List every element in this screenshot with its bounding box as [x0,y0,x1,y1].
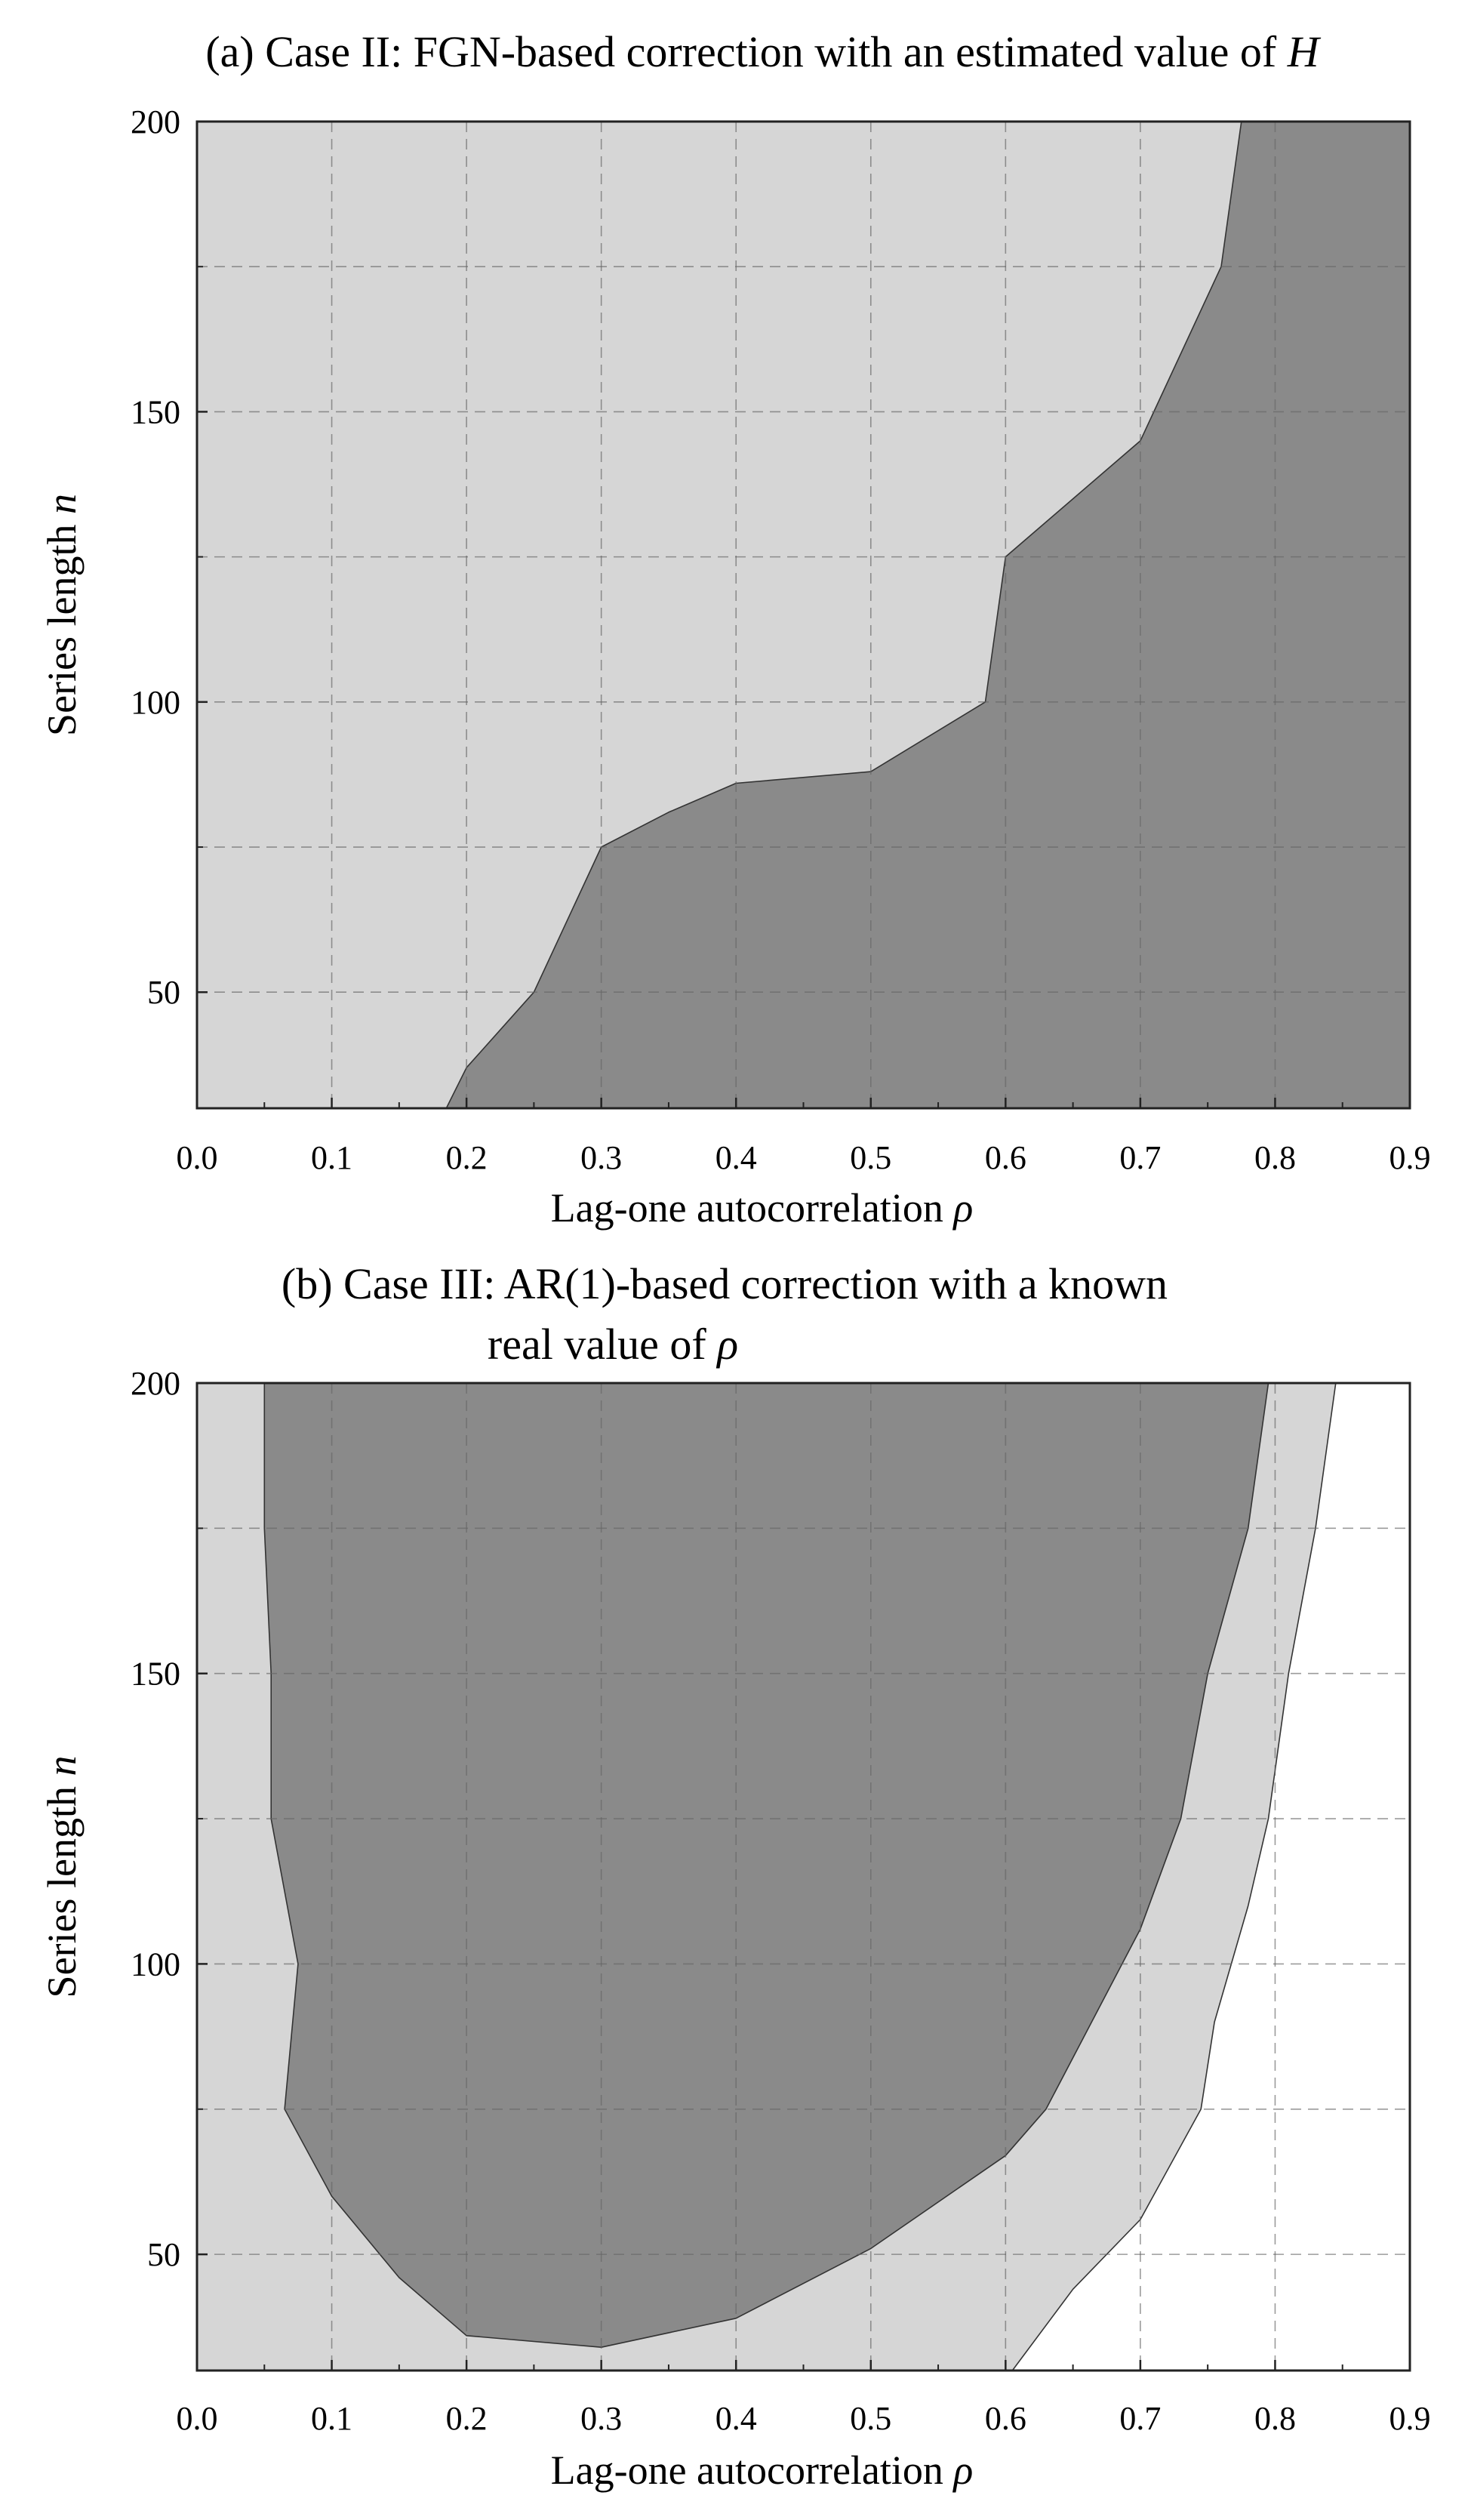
x-tick-label: 0.2 [446,2400,488,2437]
y-tick-label: 150 [131,1656,180,1693]
text-part: real value of [488,1320,717,1369]
chart-title-line-1: (b) Case III: AR(1)-based correction wit… [282,1259,1168,1308]
x-tick-label: 0.8 [1254,2400,1296,2437]
y-tick-label: 150 [131,393,180,430]
x-tick-label: 0.5 [850,1139,891,1176]
text-part: Lag-one autocorrelation [551,1185,954,1231]
x-tick-label: 0.1 [311,1139,352,1176]
text-part: ρ [952,2448,973,2493]
chart-title: (a) Case II: FGN-based correction with a… [205,27,1321,76]
text-part: Lag-one autocorrelation [551,2448,954,2493]
x-tick-label: 0.4 [715,2400,757,2437]
x-tick-label: 0.6 [985,2400,1026,2437]
text-part: (a) Case II: FGN-based correction with a… [205,27,1287,76]
text-part: ρ [952,1185,973,1231]
x-tick-label: 0.6 [985,1139,1026,1176]
x-tick-label: 0.0 [177,1139,218,1176]
x-tick-label: 0.3 [580,2400,622,2437]
x-tick-label: 0.0 [177,2400,218,2437]
x-tick-label: 0.3 [580,1139,622,1176]
x-tick-label: 0.7 [1119,1139,1161,1176]
x-axis-label: Lag-one autocorrelation ρ [551,2448,974,2493]
chart-title-line-2: real value of ρ [488,1320,738,1369]
text-part: (b) Case III: AR(1)-based correction wit… [282,1259,1168,1308]
x-tick-label: 0.2 [446,1139,488,1176]
chart-panel-a: 0.0 0.1 0.2 0.3 0.4 0.5 0.6 0.7 0.8 0.9 50 100 150 20… [39,27,1431,1231]
x-tick-label: 0.1 [311,2400,352,2437]
y-tick-label: 50 [147,2236,180,2273]
text-part: H [1287,27,1322,76]
y-tick-label: 200 [131,1365,180,1402]
y-axis-label: Series length n [39,1756,85,1998]
x-tick-label: 0.9 [1389,2400,1431,2437]
y-tick-label: 200 [131,103,180,140]
shaded-region [263,1382,1269,2348]
x-tick-label: 0.9 [1389,1139,1431,1176]
x-tick-label: 0.7 [1119,2400,1161,2437]
x-tick-label: 0.8 [1254,1139,1296,1176]
y-tick-label: 100 [131,1945,180,1982]
chart-panel-b: 0.0 0.1 0.2 0.3 0.4 0.5 0.6 0.7 0.8 0.9 50 100 150 20… [39,1259,1431,2493]
y-tick-label: 100 [131,684,180,721]
y-tick-label: 50 [147,974,180,1011]
text-part: n [39,494,85,514]
y-axis-label: Series length n [39,494,85,736]
text-part: n [39,1756,85,1776]
x-tick-label: 0.4 [715,1139,757,1176]
text-part: ρ [715,1320,738,1369]
x-tick-label: 0.5 [850,2400,891,2437]
text-part: Series length [39,1776,85,1998]
text-part: Series length [39,514,85,736]
x-axis-label: Lag-one autocorrelation ρ [551,1185,974,1231]
